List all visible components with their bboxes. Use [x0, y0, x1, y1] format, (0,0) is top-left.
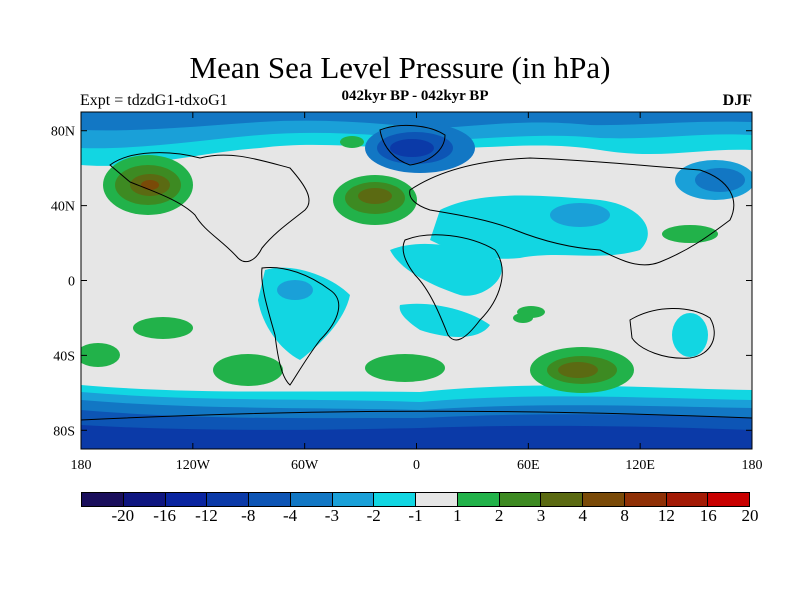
colorbar-swatch [457, 493, 500, 506]
colorbar-swatch [207, 493, 249, 506]
australia-coast [629, 308, 715, 359]
antarctic-band [81, 425, 752, 449]
colorbar-swatch [332, 493, 375, 506]
antarctica-coast [81, 410, 752, 421]
colorbar-label: 4 [578, 506, 588, 525]
arctic-band-3 [81, 112, 752, 131]
central-asia-low [550, 203, 610, 227]
colorbar-swatch [666, 493, 709, 506]
colorbar-label: 2 [494, 506, 504, 525]
greenland-high-small [340, 136, 364, 148]
colorbar-swatch [499, 493, 542, 506]
colorbar-swatch [123, 493, 166, 506]
south-pacific-high [213, 354, 283, 386]
colorbar-labels: -20 -16 -12 -8 -4 -3 -2 -1 1 2 3 4 8 12 16 20 [81, 506, 758, 528]
latitude-axis: 80N 40N 0 40S 80S [51, 125, 752, 439]
colorbar-swatch [374, 493, 416, 506]
lat-tick-label: 40S [53, 349, 75, 364]
south-america-coast [261, 266, 340, 386]
colorbar-swatch [624, 493, 667, 506]
lon-tick-label: 60E [517, 458, 540, 473]
pacific-high-core [141, 180, 159, 190]
atlantic-high-core [358, 188, 392, 204]
colorbar-label: -2 [366, 506, 381, 525]
colorbar-swatch [249, 493, 291, 506]
colorbar-label: 8 [620, 506, 629, 525]
colorbar-swatch [583, 493, 625, 506]
indian-high-small [517, 306, 545, 318]
colorbar-label: 16 [699, 506, 717, 525]
south-america-low [277, 280, 313, 300]
eurasia-coast [409, 157, 735, 266]
coastlines [81, 125, 752, 421]
lat-tick-label: 0 [68, 275, 75, 290]
colorbar-label: 20 [741, 506, 759, 525]
colorbar-label: -12 [195, 506, 218, 525]
lon-tick-label: 180 [71, 458, 92, 473]
south-atlantic-high [365, 354, 445, 382]
colorbar-swatch [165, 493, 208, 506]
colorbar-label: 3 [536, 506, 546, 525]
greenland-coast [379, 125, 446, 166]
colorbar-swatch [416, 493, 458, 506]
lon-tick-label: 60W [291, 458, 319, 473]
australia-negative [672, 313, 708, 357]
colorbar-label: 1 [453, 506, 462, 525]
colorbar-label: -4 [282, 506, 298, 525]
map-title: Mean Sea Level Pressure (in hPa) [189, 50, 611, 85]
colorbar [81, 492, 750, 507]
central-pacific-high [133, 317, 193, 339]
africa-coast [402, 234, 503, 341]
atlantic-negative [399, 303, 490, 337]
greenland-low-core [390, 139, 434, 157]
lon-tick-label: 120W [176, 458, 211, 473]
lon-tick-label: 180 [742, 458, 763, 473]
colorbar-swatch [290, 493, 333, 506]
season-label: DJF [722, 92, 752, 109]
indian-ocean-high-core [558, 362, 598, 378]
colorbar-swatch [82, 493, 124, 506]
west-pacific-high [81, 343, 120, 367]
africa-negative [390, 243, 502, 296]
period-subtitle: 042kyr BP - 042kyr BP [341, 88, 489, 104]
lat-tick-label: 80S [53, 424, 75, 439]
north-america-coast [109, 152, 310, 263]
colorbar-label: 12 [657, 506, 675, 525]
lat-tick-label: 40N [51, 200, 75, 215]
colorbar-swatch [541, 493, 583, 506]
lon-tick-label: 120E [625, 458, 655, 473]
lat-tick-label: 80N [51, 125, 75, 140]
longitude-axis: 180 120W 60W 0 60E 120E 180 [71, 112, 763, 473]
north-pacific-high-small [662, 225, 718, 243]
experiment-label: Expt = tdzdG1-tdxoG1 [80, 92, 228, 109]
colorbar-label: -1 [408, 506, 423, 525]
colorbar-swatch [708, 493, 749, 506]
map-field [81, 112, 752, 449]
colorbar-label: -16 [153, 506, 176, 525]
colorbar-label: -8 [241, 506, 256, 525]
lon-tick-label: 0 [413, 458, 420, 473]
colorbar-label: -20 [111, 506, 135, 525]
colorbar-label: -3 [324, 506, 339, 525]
